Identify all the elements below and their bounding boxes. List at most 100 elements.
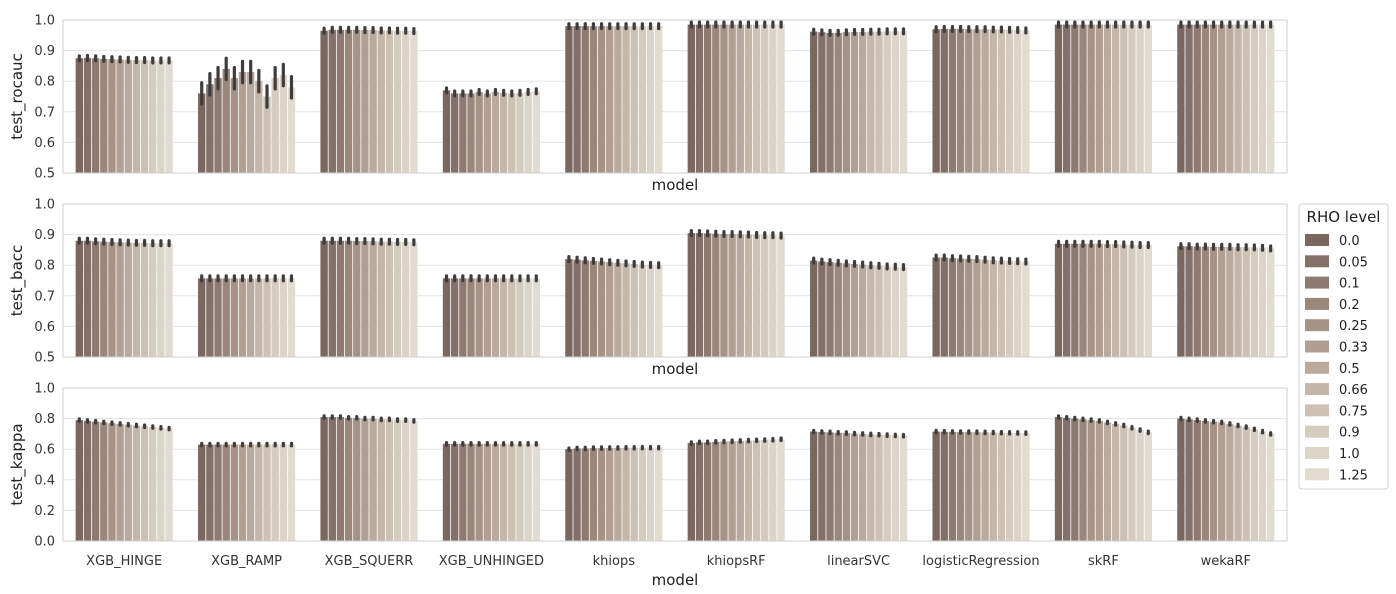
- y-axis-label: test_rocauc: [8, 53, 27, 140]
- bar: [899, 435, 908, 541]
- bar: [385, 241, 394, 357]
- bar: [149, 60, 157, 173]
- bar: [271, 278, 279, 357]
- bar: [361, 30, 369, 174]
- legend-swatch: [1305, 447, 1329, 459]
- bar: [859, 264, 867, 357]
- bar: [385, 419, 394, 541]
- bar: [1128, 244, 1136, 357]
- legend-swatch: [1305, 276, 1329, 289]
- bar: [459, 278, 467, 357]
- bar: [573, 26, 581, 174]
- bar: [614, 447, 622, 541]
- legend-swatch: [1305, 340, 1329, 353]
- bar: [769, 24, 777, 174]
- bar: [777, 24, 785, 174]
- bar: [1267, 433, 1275, 541]
- x-tick-label: skRF: [1088, 554, 1119, 569]
- bar: [867, 434, 875, 541]
- bar: [108, 423, 116, 541]
- bar: [132, 60, 141, 173]
- bar: [997, 29, 1006, 174]
- bar: [1054, 417, 1063, 541]
- bar: [1267, 248, 1275, 357]
- y-tick-label: 0.6: [34, 320, 55, 335]
- bar: [336, 29, 345, 174]
- bar: [230, 278, 239, 357]
- bar: [687, 233, 695, 357]
- bar: [402, 241, 410, 357]
- bar: [655, 265, 663, 357]
- bar: [1242, 427, 1250, 541]
- bar: [336, 417, 345, 541]
- bar: [1063, 243, 1071, 357]
- bar: [1177, 418, 1185, 541]
- bar: [842, 32, 851, 173]
- bar: [834, 32, 842, 173]
- bar: [940, 257, 948, 357]
- bar: [1103, 422, 1112, 541]
- bar: [744, 440, 753, 541]
- x-tick-label: XGB_SQUERR: [325, 554, 414, 569]
- bar: [206, 278, 214, 357]
- bar: [361, 418, 369, 541]
- bar: [1079, 243, 1087, 357]
- bar: [132, 425, 141, 541]
- bar: [1054, 24, 1063, 174]
- bar: [1087, 243, 1095, 357]
- x-tick-label: XGB_HINGE: [86, 554, 162, 569]
- bar: [606, 26, 614, 174]
- bar: [1185, 24, 1193, 174]
- bar: [238, 278, 247, 357]
- bar: [744, 24, 753, 174]
- bar: [965, 29, 973, 174]
- bar: [720, 24, 728, 174]
- bar: [91, 58, 100, 173]
- x-tick-label: khiopsRF: [707, 554, 766, 569]
- bar: [744, 234, 753, 357]
- legend-swatch: [1305, 404, 1329, 417]
- bar: [1177, 24, 1185, 174]
- bar: [287, 278, 296, 357]
- bar: [532, 443, 540, 541]
- bar: [516, 278, 524, 357]
- bar: [646, 26, 655, 174]
- bar: [410, 31, 418, 173]
- bar: [320, 30, 328, 174]
- bar: [124, 59, 132, 173]
- legend-swatch: [1305, 297, 1329, 310]
- bar: [1079, 419, 1087, 541]
- bar: [353, 29, 361, 174]
- bar: [932, 257, 940, 357]
- bar: [1258, 24, 1267, 174]
- bar: [1136, 430, 1144, 541]
- bar: [1234, 247, 1242, 357]
- bar: [393, 241, 402, 357]
- bar: [1063, 417, 1071, 541]
- bar: [883, 266, 891, 357]
- bar: [606, 262, 614, 357]
- bar: [1250, 429, 1259, 541]
- y-tick-label: 0.8: [34, 75, 55, 90]
- legend-swatch: [1305, 425, 1329, 438]
- bar: [377, 241, 385, 357]
- bar: [1218, 24, 1226, 174]
- bar: [875, 31, 883, 173]
- legend-title: RHO level: [1307, 208, 1381, 226]
- bar: [720, 441, 728, 541]
- bar: [100, 58, 108, 173]
- x-tick-label: XGB_UNHINGED: [439, 554, 544, 569]
- bar: [614, 262, 622, 357]
- bar: [1022, 433, 1030, 541]
- bar: [1079, 24, 1087, 174]
- bar: [385, 30, 394, 174]
- bar: [1193, 246, 1201, 357]
- y-tick-label: 0.9: [34, 44, 55, 59]
- bar: [826, 432, 834, 541]
- bar: [1177, 246, 1185, 357]
- bar: [108, 59, 116, 173]
- bar: [1095, 243, 1103, 357]
- legend-box: [1298, 203, 1389, 490]
- bar: [695, 24, 704, 174]
